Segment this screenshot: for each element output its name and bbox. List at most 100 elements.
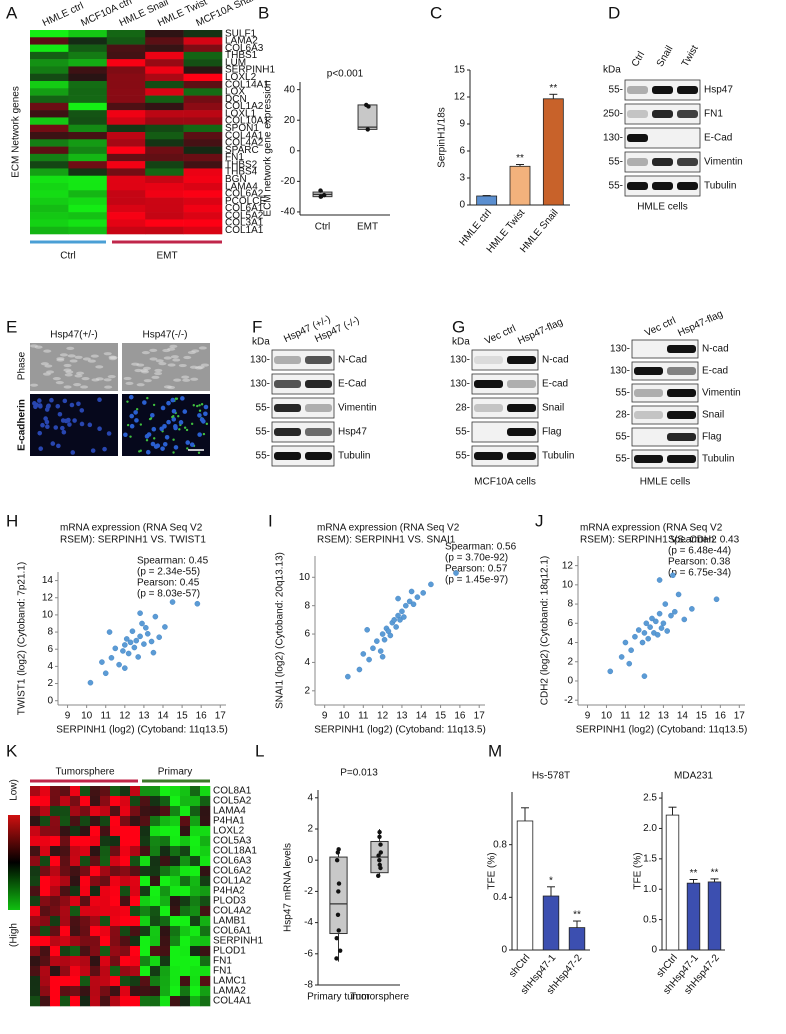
heatmap-cell [40, 886, 51, 897]
gene-label: LOXL2 [213, 826, 245, 837]
heatmap-cell [90, 956, 101, 967]
heatmap-cell [100, 856, 111, 867]
heatmap-cell [120, 986, 131, 997]
heatmap-cell [50, 866, 61, 877]
panel-letter: H [6, 511, 18, 530]
heatmap-cell [50, 816, 61, 827]
nucleus [150, 413, 155, 418]
x-tick-label: 16 [715, 711, 727, 722]
protein-label: E-cad [702, 366, 728, 377]
heatmap-cell [30, 146, 69, 155]
heatmap-cell [145, 73, 184, 82]
heatmap-cell [145, 110, 184, 118]
nucleus [203, 411, 208, 417]
heatmap-cell [183, 175, 223, 184]
point [337, 948, 343, 953]
y-tick-label: 2 [567, 656, 573, 667]
nucleus [197, 432, 202, 437]
y-axis-label: TFE (%) [633, 852, 644, 889]
heatmap-cell [160, 796, 171, 807]
y-tick-label: -6 [304, 948, 313, 959]
gene-label: BGN [225, 174, 247, 185]
y-tick-label: 0 [567, 676, 573, 687]
cell [123, 376, 132, 381]
cell [181, 375, 190, 379]
heatmap-cell [183, 226, 223, 235]
band [634, 411, 663, 419]
marker-label: 130- [450, 379, 470, 390]
ecad-signal [205, 422, 209, 426]
heatmap-cell [90, 836, 101, 847]
heatmap-cell [130, 956, 141, 967]
y-tick-label: 20 [284, 115, 296, 126]
point [607, 668, 614, 675]
nucleus [60, 418, 66, 423]
heatmap-cell [145, 102, 184, 111]
point [658, 625, 665, 631]
heatmap-cell [50, 796, 61, 807]
heatmap-cell [30, 110, 69, 118]
point [122, 642, 128, 648]
heatmap-cell [70, 846, 81, 857]
point [133, 637, 140, 644]
nucleus [102, 446, 107, 452]
blot-strip [271, 373, 335, 395]
heatmap-cell [160, 926, 171, 937]
cell [183, 355, 192, 360]
heatmap-cell [70, 996, 81, 1007]
box [329, 856, 348, 935]
point [148, 638, 155, 645]
lane-label: Vec ctrl [643, 315, 677, 339]
nucleus [87, 422, 93, 428]
heatmap-cell [70, 866, 81, 877]
heatmap-cell [150, 916, 161, 927]
heatmap-cell [110, 876, 121, 887]
point [641, 673, 648, 679]
x-axis-label: SERPINH1 (log2) (Cytoband: 11q13.5) [314, 725, 486, 736]
nucleus [133, 410, 138, 415]
heatmap-cell [183, 73, 223, 82]
y-tick-label: 2 [47, 678, 53, 689]
heatmap-cell [68, 66, 108, 75]
heatmap-cell [30, 59, 69, 67]
ecad-signal [171, 415, 174, 419]
heatmap-cell [130, 806, 141, 817]
protein-label: Hsp47 [704, 85, 733, 96]
y-tick-label: 9 [459, 119, 465, 130]
heatmap-cell [110, 916, 121, 927]
protein-label: E-Cad [704, 133, 732, 144]
y-tick-label: -20 [281, 176, 296, 187]
heatmap-cell [150, 806, 161, 817]
heatmap-cell [90, 916, 101, 927]
blot-strip [631, 339, 699, 359]
heatmap-cell [160, 956, 171, 967]
heatmap-cell [200, 836, 211, 847]
blot-strip [471, 397, 539, 419]
heatmap-cell [30, 102, 69, 111]
heatmap-cell [90, 896, 101, 907]
point [102, 670, 109, 677]
nucleus [150, 441, 156, 447]
marker-label: 28- [616, 410, 630, 421]
significance: ** [690, 868, 698, 879]
cell [158, 362, 167, 366]
marker-label: 130- [610, 344, 630, 355]
heatmap-cell [50, 856, 61, 867]
cell [154, 368, 163, 373]
point [645, 635, 652, 642]
y-tick-label: 0 [651, 945, 657, 956]
heatmap-cell [40, 916, 51, 927]
heatmap-cell [106, 59, 146, 67]
ecad-signal [153, 437, 156, 440]
nucleus [173, 445, 179, 450]
heatmap-cell [80, 926, 91, 937]
nucleus [173, 424, 178, 429]
chart-title: MDA231 [674, 771, 713, 782]
heatmap-cell [30, 190, 69, 198]
blot-strip [631, 361, 699, 381]
point [377, 834, 382, 839]
heatmap-cell [60, 856, 71, 867]
protein-label: Tubulin [704, 181, 736, 192]
heatmap-cell [80, 806, 91, 817]
heatmap-cell [183, 161, 223, 169]
